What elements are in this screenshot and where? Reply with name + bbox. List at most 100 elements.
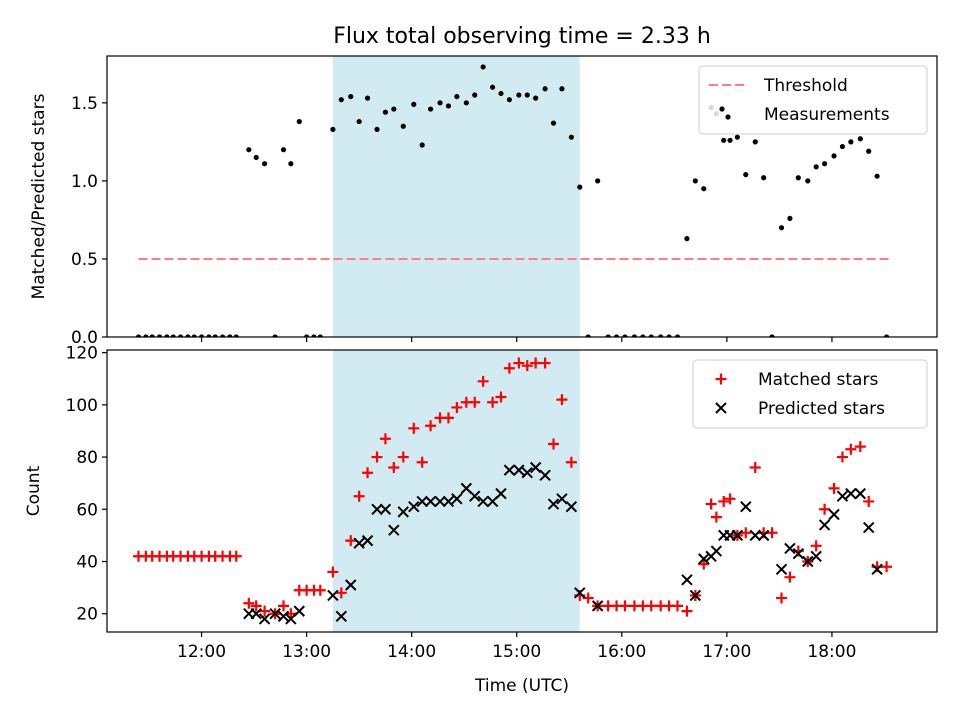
data-point [408,500,420,513]
data-point [810,540,822,552]
data-point [442,495,455,508]
data-point [757,529,770,542]
data-point [374,126,380,132]
y-tick-label: 120 [66,344,98,364]
data-point [577,184,583,190]
data-point [839,143,846,150]
data-point [565,500,578,513]
data-point [388,462,400,473]
data-point [503,362,515,374]
data-point [250,608,262,620]
data-point [335,610,347,623]
legend-label: Matched stars [758,370,878,390]
bottom-panel-counts: 20 40 60 80 100 120 12:00 13:00 14:00 15:00 16:00 1… [24,344,938,696]
data-point [727,137,733,143]
data-point [253,154,259,161]
data-point [469,490,481,502]
data-point [388,524,400,536]
x-axis-label: Time (UTC) [474,676,569,696]
data-point [362,467,374,479]
axes-frame [106,55,938,338]
data-point [857,136,863,142]
data-point [619,600,631,612]
data-point [382,109,389,115]
data-point [718,495,730,507]
data-point [280,147,287,153]
data-point [883,334,890,337]
y-tick-label: 20 [76,605,98,625]
data-point [516,92,522,98]
data-point [778,225,785,231]
data-point [304,334,310,337]
data-point [622,334,628,337]
data-point [454,93,460,100]
data-point [743,172,749,178]
data-point [489,84,496,90]
data-point [671,600,683,612]
data-point [574,587,586,599]
data-point [185,334,191,337]
data-point [585,334,591,337]
legend: Matched stars Predicted stars [692,359,928,429]
axes-frame [106,349,938,633]
data-point [701,186,707,192]
legend-measurement-swatch [719,106,725,112]
data-point [219,334,226,337]
data-point [156,334,163,337]
data-point [227,334,233,337]
data-point [469,396,481,408]
data-point [477,375,489,387]
data-point [495,391,507,403]
data-point [559,86,565,92]
data-point [845,487,857,500]
data-point [836,451,848,463]
y-tick-label: 0.0 [71,328,98,348]
data-point [831,153,837,159]
legend-measurement-swatch [725,114,731,120]
x-tick-label: 14:00 [387,642,436,662]
data-point [871,563,883,576]
data-point [813,164,819,170]
legend-matched-swatch [715,373,727,385]
data-point [689,589,702,602]
data-point [411,101,417,107]
data-point [595,178,601,184]
data-point [640,334,646,337]
data-point [521,467,533,479]
y-tick-label: 100 [66,396,98,416]
data-point [397,506,409,518]
data-point [674,334,681,337]
data-point [631,334,638,337]
data-point [724,493,736,505]
data-point [143,334,149,337]
x-tick-label: 13:00 [282,642,331,662]
data-point [391,106,397,112]
legend-box [698,65,928,135]
data-point [424,495,437,508]
data-point [681,605,693,617]
data-point [480,64,486,70]
data-point [288,161,294,167]
data-point [658,334,664,337]
top-panel-ratio: 0.0 0.5 1.0 1.5 Matched/Predicted stars Thres… [29,55,938,348]
data-point [769,334,775,337]
data-point [379,503,392,515]
data-point [513,357,525,369]
data-point [261,161,268,167]
data-point [400,123,406,129]
data-point [498,90,504,97]
data-point [818,519,831,531]
legend-box [692,359,928,429]
data-point [371,451,383,463]
data-point [836,490,849,502]
series-predicted-stars [243,461,883,625]
data-point [408,422,420,434]
legend: Threshold Measurements [698,65,928,135]
data-point [881,561,893,573]
data-point [845,443,857,455]
data-point [866,148,872,154]
y-tick-label: 0.5 [71,250,98,270]
data-point [710,511,722,523]
data-point [272,334,278,337]
